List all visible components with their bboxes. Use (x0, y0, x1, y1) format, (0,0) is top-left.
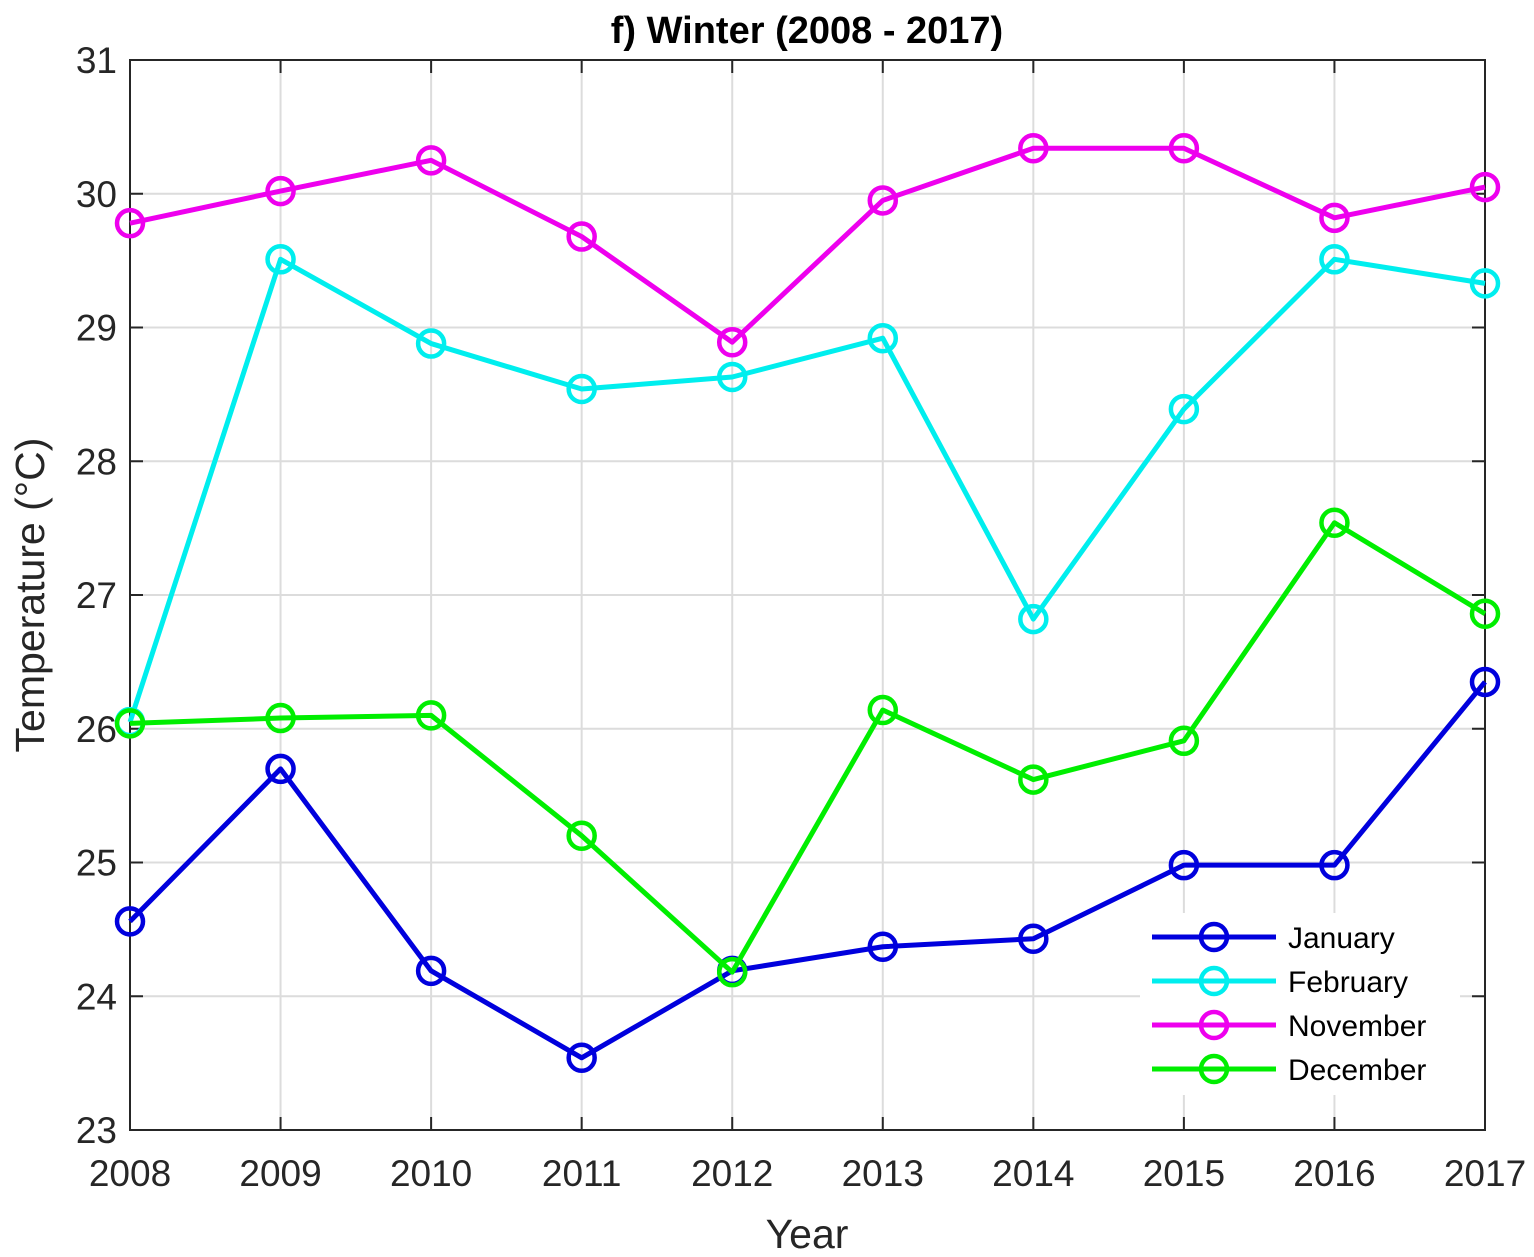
y-tick-label: 31 (76, 40, 117, 81)
data-point-january (566, 1042, 597, 1074)
y-tick-label: 28 (76, 441, 117, 482)
legend: January February November December (1140, 913, 1460, 1095)
data-point-february (716, 361, 748, 393)
data-point-december (415, 700, 447, 731)
series-november (114, 133, 1501, 358)
axis-ticks: 2008 2009 2010 2011 2012 2013 2014 2015 2016 2017… (76, 40, 1526, 1194)
data-point-february (1319, 244, 1350, 275)
legend-label-november: November (1288, 1010, 1426, 1043)
legend-marker-february (1198, 965, 1230, 997)
series-line-february (127, 256, 1486, 723)
data-point-january (265, 753, 296, 785)
data-point-november (566, 221, 597, 252)
data-point-february (265, 244, 296, 275)
data-point-november (1018, 133, 1049, 164)
x-tick-label: 2011 (542, 1153, 622, 1194)
x-tick-label: 2010 (390, 1153, 472, 1194)
legend-label-january: January (1288, 922, 1395, 955)
data-point-november (1168, 133, 1200, 164)
data-point-december (1018, 764, 1049, 795)
y-tick-label: 25 (76, 843, 117, 884)
y-tick-label: 27 (76, 575, 117, 616)
chart-title: f) Winter (2008 - 2017) (611, 10, 1003, 52)
data-point-january (1018, 923, 1049, 954)
data-point-november (716, 326, 748, 358)
data-point-january (1168, 849, 1200, 881)
series-february (114, 244, 1501, 738)
data-point-december (1319, 507, 1350, 539)
data-point-november (265, 175, 296, 207)
legend-marker-december (1198, 1053, 1230, 1085)
series-december (114, 507, 1501, 988)
legend-label-december: December (1288, 1054, 1426, 1087)
x-tick-label: 2014 (992, 1153, 1074, 1194)
y-axis-label: Temperature (°C) (7, 438, 53, 753)
x-tick-label: 2009 (239, 1153, 321, 1194)
data-point-december (566, 820, 597, 851)
data-point-january (867, 931, 899, 963)
legend-item-november: November (1152, 1009, 1426, 1043)
series-line-november (129, 145, 1486, 345)
data-point-february (1168, 393, 1200, 425)
x-axis-label: Year (766, 1211, 849, 1257)
y-tick-label: 26 (76, 709, 117, 750)
data-point-november (1469, 171, 1501, 203)
y-tick-label: 24 (76, 976, 117, 1017)
legend-item-february: February (1152, 965, 1408, 999)
legend-item-january: January (1152, 921, 1395, 955)
data-point-january (114, 906, 146, 937)
legend-box (1140, 913, 1460, 1095)
data-point-february (867, 322, 899, 354)
data-point-november (867, 185, 899, 216)
data-point-february (1018, 603, 1049, 635)
x-tick-label: 2017 (1444, 1153, 1526, 1194)
data-point-november (1319, 202, 1350, 234)
data-point-december (716, 956, 748, 988)
data-point-february (1469, 268, 1501, 299)
legend-marker-january (1198, 921, 1230, 953)
data-point-december (1469, 598, 1501, 629)
y-tick-label: 23 (76, 1110, 117, 1151)
x-tick-label: 2013 (842, 1153, 924, 1194)
legend-label-february: February (1288, 966, 1408, 999)
data-point-january (415, 955, 447, 987)
series-line-december (129, 520, 1487, 975)
data-point-january (1469, 666, 1501, 698)
data-point-november (415, 145, 447, 176)
series-group (114, 133, 1501, 1074)
x-tick-label: 2012 (691, 1153, 773, 1194)
legend-marker-november (1198, 1009, 1230, 1041)
data-point-december (114, 708, 146, 739)
data-point-december (1168, 725, 1200, 757)
data-point-november (114, 207, 146, 239)
data-point-december (867, 694, 899, 726)
series-line-january (128, 680, 1487, 1061)
legend-item-december: December (1152, 1053, 1426, 1087)
data-point-december (265, 702, 296, 734)
x-tick-label: 2015 (1143, 1153, 1225, 1194)
x-tick-label: 2016 (1293, 1153, 1375, 1194)
data-point-february (566, 373, 597, 405)
y-tick-label: 29 (76, 308, 117, 349)
x-tick-label: 2008 (89, 1153, 171, 1194)
data-point-february (415, 328, 447, 359)
data-point-january (1319, 849, 1350, 881)
y-tick-label: 30 (76, 174, 117, 215)
